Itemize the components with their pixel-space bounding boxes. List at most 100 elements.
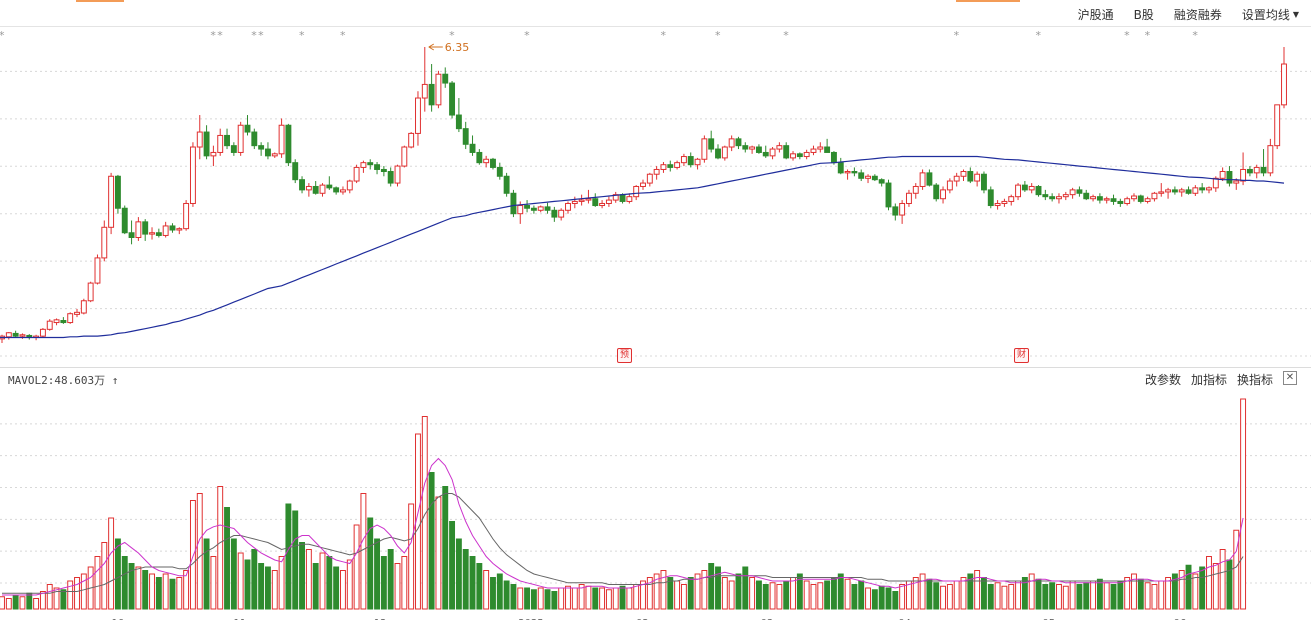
volume-bar-up — [176, 577, 183, 610]
volume-bar-down — [496, 573, 503, 610]
candle-down — [1171, 189, 1178, 193]
candle-down — [755, 146, 762, 153]
candle-up — [1158, 191, 1165, 194]
forecast-badge[interactable]: 预 — [617, 348, 632, 363]
volume-bar-down — [858, 580, 865, 610]
candle-up — [101, 226, 108, 259]
candle-up — [578, 199, 585, 202]
volume-bar-down — [592, 587, 599, 610]
candle-up — [46, 320, 53, 330]
volume-bar-down — [524, 587, 531, 610]
volume-bar-up — [817, 582, 824, 610]
volume-bar-down — [26, 592, 33, 610]
volume-bar-down — [476, 563, 483, 610]
volume-bar-up — [80, 573, 87, 610]
candle-up — [633, 185, 640, 198]
candle-down — [926, 172, 933, 186]
volume-bar-up — [319, 552, 326, 610]
candle-up — [401, 146, 408, 167]
volume-bar-down — [783, 580, 790, 610]
volume-bar-up — [721, 577, 728, 610]
candle-down — [380, 168, 387, 173]
volume-bar-up — [196, 493, 203, 610]
volume-bar-down — [490, 577, 496, 610]
volume-bar-up — [912, 577, 919, 610]
volume-bar-down — [1137, 578, 1144, 610]
candle-down — [592, 198, 599, 207]
candle-up — [353, 166, 360, 182]
add-indicator-button[interactable]: 加指标 — [1190, 373, 1227, 387]
candle-down — [1246, 168, 1253, 174]
volume-bar-down — [981, 577, 987, 610]
candle-down — [367, 162, 374, 166]
volume-bar-up — [1008, 584, 1015, 610]
volume-bar-down — [1171, 573, 1178, 610]
volume-bar-up — [0, 596, 5, 610]
volume-bar-down — [292, 510, 299, 610]
candle-down — [1083, 192, 1090, 200]
candle-up — [946, 180, 953, 191]
candle-down — [374, 164, 381, 170]
volume-bar-down — [374, 538, 381, 610]
volume-bar-up — [776, 584, 783, 610]
volume-bar-up — [394, 563, 401, 610]
candle-up — [721, 146, 728, 159]
volume-bar-up — [353, 524, 360, 610]
candle-down — [326, 184, 333, 189]
volume-bar-down — [619, 585, 626, 610]
candle-up — [421, 83, 428, 99]
volume-bar-up — [1001, 585, 1008, 610]
volume-bar-up — [340, 570, 346, 610]
margin-trading-link[interactable]: 融资融券 — [1173, 8, 1222, 22]
candle-down — [455, 114, 462, 130]
volume-bar-down — [333, 566, 340, 610]
volume-bar-down — [1110, 584, 1117, 610]
volume-bar-down — [312, 563, 319, 610]
candle-down — [830, 151, 837, 164]
hk-connect-link[interactable]: 沪股通 — [1077, 8, 1114, 22]
volume-bar-up — [844, 578, 851, 610]
finance-badge[interactable]: 财 — [1014, 348, 1029, 363]
volume-bar-up — [640, 580, 646, 610]
b-share-link[interactable]: B股 — [1133, 8, 1154, 22]
candle-down — [299, 179, 305, 191]
chevron-down-icon: ▼ — [1292, 10, 1299, 19]
volume-bar-up — [994, 582, 1001, 610]
change-params-button[interactable]: 改参数 — [1144, 373, 1181, 387]
candle-down — [762, 151, 769, 157]
candle-up — [319, 184, 326, 194]
volume-bar-down — [367, 517, 374, 610]
volume-bar-up — [674, 580, 681, 610]
close-icon[interactable]: ✕ — [1283, 371, 1297, 385]
candle-up — [1069, 189, 1076, 196]
switch-indicator-button[interactable]: 换指标 — [1236, 373, 1273, 387]
volume-bar-up — [790, 577, 796, 610]
candle-up — [67, 313, 74, 324]
volume-bar-up — [162, 573, 169, 610]
volume-bar-down — [667, 577, 674, 610]
volume-bar-down — [1049, 582, 1056, 610]
volume-bar-up — [1028, 573, 1035, 610]
candle-up — [87, 282, 94, 302]
volume-bar-up — [1158, 580, 1165, 610]
candle-down — [551, 209, 558, 218]
candle-up — [1103, 198, 1110, 201]
volume-bar-down — [1117, 580, 1124, 610]
volume-bar-down — [380, 556, 387, 610]
volume-bar-up — [899, 584, 906, 610]
x-axis-label: 12 — [374, 618, 387, 620]
candle-up — [1056, 196, 1062, 200]
x-axis-label: 06 — [1174, 618, 1187, 620]
candle-up — [1165, 189, 1172, 193]
volume-bar-up — [305, 549, 312, 610]
max-price-arrow-icon — [428, 43, 435, 51]
event-star-marker: * — [299, 29, 305, 42]
ma-settings-dropdown[interactable]: 设置均线 ▼ — [1242, 6, 1299, 23]
volume-bar-up — [135, 566, 142, 610]
volume-bar-up — [360, 493, 367, 610]
candle-up — [1001, 200, 1008, 204]
volume-bar-up — [183, 570, 190, 610]
price-ma-line — [0, 155, 1285, 339]
candle-up — [899, 202, 906, 216]
